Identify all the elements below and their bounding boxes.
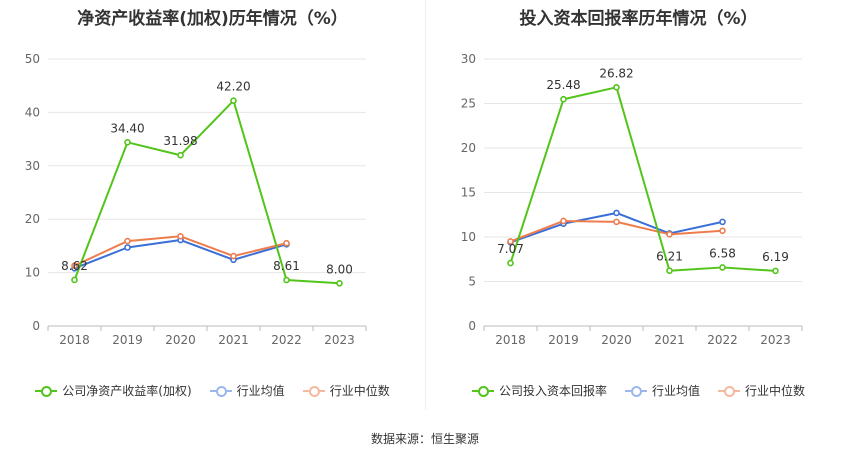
x-tick-label: 2023 [760, 333, 791, 347]
data-point [124, 244, 131, 251]
legend-label: 行业均值 [651, 384, 700, 398]
data-point [560, 217, 567, 225]
legend-item-industry-median[interactable]: 行业中位数 [718, 382, 805, 399]
data-point [230, 97, 237, 104]
data-label: 42.20 [216, 80, 250, 94]
data-point [719, 264, 726, 271]
legend-swatch-blue [624, 385, 647, 397]
data-label: 8.00 [326, 262, 353, 276]
data-point [772, 267, 779, 275]
x-tick-label: 2022 [271, 333, 302, 347]
data-point [230, 252, 237, 260]
data-point [177, 232, 184, 240]
y-tick-label: 15 [461, 186, 476, 200]
data-label: 6.21 [656, 250, 683, 264]
roic-line-chart: 0 5 10 15 20 25 30 2018 2019 2020 2021 2022 2023 7.07… [461, 52, 803, 347]
data-point [666, 231, 673, 238]
data-source-note: 数据来源：恒生聚源 [370, 432, 479, 446]
data-point [124, 139, 131, 146]
y-tick-label: 0 [468, 319, 476, 333]
data-point [283, 239, 290, 247]
legend-label: 行业均值 [236, 384, 285, 398]
series-line [509, 86, 776, 272]
y-tick-label: 40 [25, 105, 40, 119]
data-label: 34.40 [110, 121, 144, 135]
legend-swatch-green [35, 385, 58, 397]
roic-chart-title: 投入资本回报率历年情况（%） [519, 9, 758, 29]
data-label: 6.58 [709, 246, 736, 260]
y-tick-label: 30 [461, 52, 476, 66]
legend-item-industry-mean[interactable]: 行业均值 [624, 382, 700, 399]
legend-item-industry-median[interactable]: 行业中位数 [302, 382, 390, 399]
roe-chart-title: 净资产收益率(加权)历年情况（%） [77, 9, 348, 29]
data-point [613, 84, 620, 91]
x-tick-label: 2021 [654, 333, 685, 347]
data-point [613, 218, 620, 226]
data-point [719, 218, 726, 226]
data-label: 6.19 [762, 250, 789, 264]
data-point [336, 279, 343, 287]
data-point [124, 237, 131, 245]
legend-label: 公司净资产收益率(加权) [62, 384, 192, 398]
legend-item-company-roe[interactable]: 公司净资产收益率(加权) [35, 382, 192, 399]
roe-chart-panel: 净资产收益率(加权)历年情况（%） 0 10 20 30 40 50 2018 2019 202… [0, 0, 425, 410]
legend-swatch-blue [209, 385, 232, 397]
legend-swatch-green [471, 385, 494, 397]
data-point [719, 227, 726, 235]
data-label: 8.61 [273, 259, 300, 273]
data-point [283, 276, 290, 284]
roic-legend: 公司投入资本回报率 行业均值 行业中位数 [426, 382, 850, 399]
roe-legend: 公司净资产收益率(加权) 行业均值 行业中位数 [0, 382, 425, 399]
data-label: 7.07 [497, 242, 524, 256]
y-tick-label: 20 [25, 212, 40, 226]
x-tick-label: 2018 [59, 333, 90, 347]
legend-swatch-orange [718, 385, 740, 397]
legend-swatch-orange [302, 385, 325, 397]
data-point [666, 267, 673, 275]
y-tick-label: 50 [25, 52, 40, 66]
x-tick-label: 2019 [112, 333, 143, 347]
x-tick-label: 2022 [707, 333, 738, 347]
y-tick-label: 30 [25, 159, 40, 173]
data-point [71, 276, 78, 284]
legend-label: 行业中位数 [745, 384, 806, 398]
data-point [560, 95, 567, 103]
data-label: 25.48 [546, 78, 580, 92]
y-tick-label: 10 [461, 230, 476, 244]
x-tick-label: 2023 [324, 333, 355, 347]
x-tick-label: 2020 [165, 333, 196, 347]
legend-item-industry-mean[interactable]: 行业均值 [209, 382, 285, 399]
y-tick-label: 5 [468, 275, 476, 289]
roe-line-chart: 0 10 20 30 40 50 2018 2019 2020 2021 2022 2023 8.62 3… [25, 52, 367, 347]
data-point [507, 259, 514, 267]
data-point [177, 151, 184, 159]
data-label: 8.62 [61, 259, 88, 273]
panel-divider [425, 0, 426, 410]
y-tick-label: 10 [25, 266, 40, 280]
x-tick-label: 2018 [495, 333, 526, 347]
y-tick-label: 0 [32, 319, 40, 333]
data-point [71, 262, 78, 269]
legend-item-company-roic[interactable]: 公司投入资本回报率 [471, 382, 607, 399]
series-line [510, 211, 723, 244]
data-point [507, 238, 514, 245]
y-tick-label: 25 [461, 97, 476, 111]
series-line [73, 99, 340, 285]
data-point [613, 209, 620, 217]
data-label: 31.98 [163, 134, 197, 148]
legend-label: 行业中位数 [329, 384, 390, 398]
x-tick-label: 2020 [601, 333, 632, 347]
legend-label: 公司投入资本回报率 [498, 384, 607, 398]
x-tick-label: 2019 [548, 333, 579, 347]
y-tick-label: 20 [461, 141, 476, 155]
x-tick-label: 2021 [218, 333, 249, 347]
data-label: 26.82 [599, 66, 633, 80]
roic-chart-panel: 投入资本回报率历年情况（%） 0 5 10 15 20 25 30 2018 2019 2020 2… [426, 0, 850, 410]
series-line [74, 239, 287, 270]
